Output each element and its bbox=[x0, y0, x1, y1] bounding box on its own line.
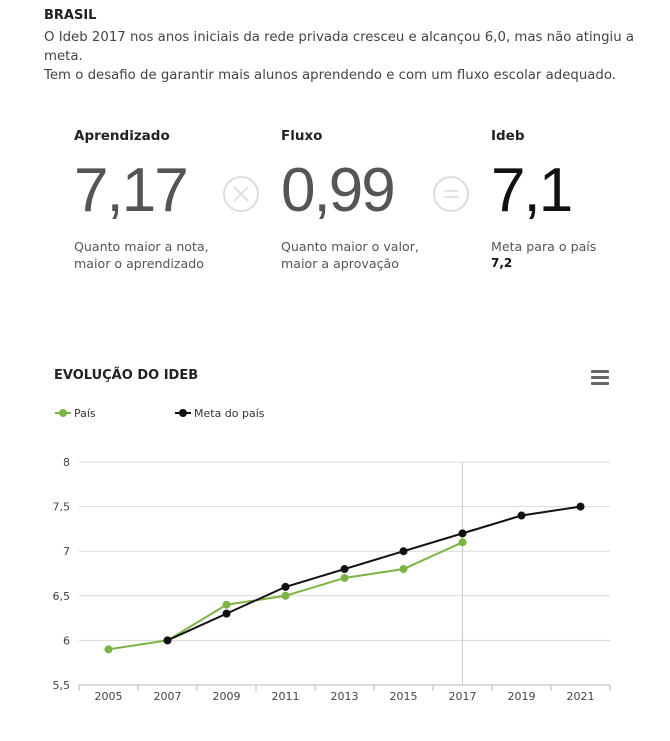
metric-aprendizado: Aprendizado 7,17 Quanto maior a nota, ma… bbox=[74, 128, 209, 272]
x-tick-label: 2021 bbox=[567, 690, 595, 703]
series-point-1 bbox=[458, 529, 467, 538]
y-tick-label: 8 bbox=[63, 456, 70, 469]
y-tick-label: 6,5 bbox=[53, 590, 71, 603]
metric-ideb-note: Meta para o país 7,2 bbox=[491, 238, 596, 272]
metric-aprendizado-note-line-2: maior o aprendizado bbox=[74, 256, 204, 271]
series-point-0 bbox=[104, 645, 113, 654]
metric-fluxo-note-line-2: maior a aprovação bbox=[281, 256, 399, 271]
x-tick-label: 2015 bbox=[390, 690, 418, 703]
page-title: BRASIL bbox=[44, 8, 97, 23]
series-point-1 bbox=[399, 547, 408, 556]
description-line-1: O Ideb 2017 nos anos iniciais da rede pr… bbox=[44, 30, 635, 64]
header: BRASIL O Ideb 2017 nos anos iniciais da … bbox=[44, 8, 664, 85]
equals-icon bbox=[433, 176, 469, 212]
x-tick-label: 2007 bbox=[154, 690, 182, 703]
legend-item-meta[interactable]: Meta do país bbox=[175, 406, 265, 420]
x-tick-label: 2017 bbox=[449, 690, 477, 703]
series-point-0 bbox=[399, 565, 408, 574]
y-tick-label: 7 bbox=[63, 545, 70, 558]
series-point-1 bbox=[340, 565, 349, 574]
metric-ideb-goal-value: 7,2 bbox=[491, 256, 513, 270]
series-point-1 bbox=[222, 609, 231, 618]
x-tick-label: 2009 bbox=[213, 690, 241, 703]
series-point-0 bbox=[222, 600, 231, 609]
hamburger-menu-icon[interactable] bbox=[591, 370, 609, 386]
series-point-0 bbox=[458, 538, 467, 547]
metric-ideb: Ideb 7,1 Meta para o país 7,2 bbox=[491, 128, 596, 272]
metric-aprendizado-value: 7,17 bbox=[74, 156, 189, 225]
x-tick-label: 2005 bbox=[95, 690, 123, 703]
y-tick-label: 6 bbox=[63, 634, 70, 647]
metric-fluxo-value: 0,99 bbox=[281, 156, 396, 225]
x-tick-label: 2019 bbox=[508, 690, 536, 703]
series-point-0 bbox=[281, 591, 290, 600]
legend-pais-label: País bbox=[74, 406, 96, 420]
series-point-1 bbox=[576, 502, 585, 511]
series-point-1 bbox=[163, 636, 172, 645]
y-tick-label: 7,5 bbox=[53, 501, 71, 514]
x-tick-label: 2013 bbox=[331, 690, 359, 703]
legend-meta-label: Meta do país bbox=[194, 406, 265, 420]
y-tick-label: 5,5 bbox=[53, 679, 71, 692]
series-line-1 bbox=[167, 505, 581, 642]
metric-aprendizado-label: Aprendizado bbox=[74, 128, 170, 144]
metric-ideb-value: 7,1 bbox=[491, 156, 573, 225]
metric-fluxo-note-line-1: Quanto maior o valor, bbox=[281, 239, 419, 254]
legend-item-pais[interactable]: País bbox=[55, 406, 96, 420]
times-icon bbox=[223, 176, 259, 212]
metric-ideb-note-line-1: Meta para o país bbox=[491, 239, 597, 254]
legend-meta-marker bbox=[175, 407, 191, 419]
series-point-1 bbox=[517, 511, 526, 520]
metric-fluxo-note: Quanto maior o valor, maior a aprovação bbox=[281, 238, 419, 272]
legend-pais-marker bbox=[55, 407, 71, 419]
metric-aprendizado-note-line-1: Quanto maior a nota, bbox=[74, 239, 209, 254]
series-point-0 bbox=[340, 573, 349, 582]
metric-fluxo-label: Fluxo bbox=[281, 128, 323, 144]
series-point-1 bbox=[281, 582, 290, 591]
metric-fluxo: Fluxo 0,99 Quanto maior o valor, maior a… bbox=[281, 128, 419, 272]
description-line-2: Tem o desafio de garantir mais alunos ap… bbox=[44, 68, 616, 83]
metric-aprendizado-note: Quanto maior a nota, maior o aprendizado bbox=[74, 238, 209, 272]
x-tick-label: 2011 bbox=[272, 690, 300, 703]
ideb-line-chart: 5,5 6 6,5 7 7,5 8 2005 2007 2009 2011 2013 2015 2017… bbox=[53, 456, 611, 703]
chart-title: EVOLUÇÃO DO IDEB bbox=[54, 368, 199, 383]
metric-ideb-label: Ideb bbox=[491, 128, 525, 144]
